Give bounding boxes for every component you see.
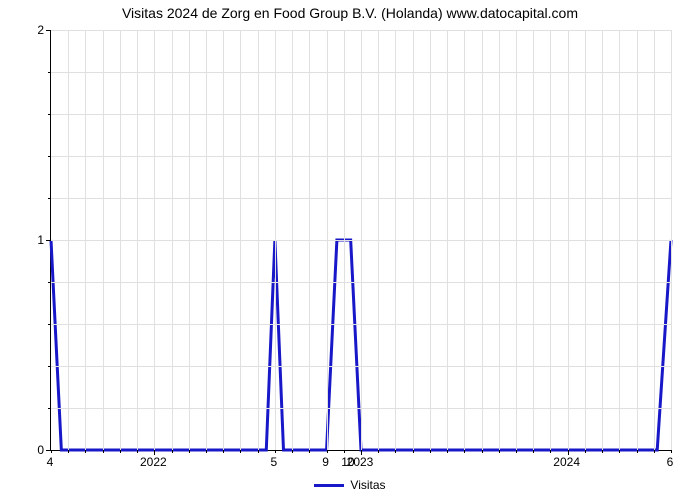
- gridline-v: [378, 30, 379, 450]
- x-minor-tick: [550, 450, 551, 453]
- x-minor-tick: [68, 450, 69, 453]
- gridline-v: [533, 30, 534, 450]
- x-minor-tick: [499, 450, 500, 453]
- gridline-v: [447, 30, 448, 450]
- x-minor-tick: [619, 450, 620, 453]
- gridline-v: [275, 30, 276, 450]
- gridline-v: [103, 30, 104, 450]
- x-minor-tick: [344, 450, 345, 453]
- x-minor-tick: [240, 450, 241, 453]
- gridline-v: [292, 30, 293, 450]
- y-tick-label: 1: [24, 233, 44, 247]
- plot-area: [50, 30, 671, 451]
- gridline-v: [172, 30, 173, 450]
- legend-swatch: [314, 484, 344, 487]
- x-minor-tick: [430, 450, 431, 453]
- y-minor-tick: [48, 72, 51, 73]
- y-tick-label: 0: [24, 443, 44, 457]
- gridline-v: [654, 30, 655, 450]
- gridline-v: [137, 30, 138, 450]
- x-minor-tick: [223, 450, 224, 453]
- gridline-v: [516, 30, 517, 450]
- x-year-label: 2024: [553, 455, 580, 469]
- x-minor-tick: [447, 450, 448, 453]
- y-minor-tick: [48, 408, 51, 409]
- x-minor-tick: [51, 450, 52, 453]
- x-minor-tick: [413, 450, 414, 453]
- gridline-v: [327, 30, 328, 450]
- gridline-v: [499, 30, 500, 450]
- x-year-label: 2022: [140, 455, 167, 469]
- gridline-v: [550, 30, 551, 450]
- gridline-v: [240, 30, 241, 450]
- gridline-v: [309, 30, 310, 450]
- gridline-v: [206, 30, 207, 450]
- gridline-v: [189, 30, 190, 450]
- x-minor-tick: [395, 450, 396, 453]
- y-tick-label: 2: [24, 23, 44, 37]
- y-minor-tick: [48, 114, 51, 115]
- x-minor-tick: [602, 450, 603, 453]
- gridline-v: [85, 30, 86, 450]
- gridline-v: [120, 30, 121, 450]
- gridline-v: [68, 30, 69, 450]
- x-minor-tick: [464, 450, 465, 453]
- gridline-v: [568, 30, 569, 450]
- x-minor-tick: [585, 450, 586, 453]
- gridline-v: [464, 30, 465, 450]
- y-minor-tick: [48, 282, 51, 283]
- x-minor-tick: [275, 450, 276, 453]
- x-minor-tick: [671, 450, 672, 453]
- gridline-v: [258, 30, 259, 450]
- gridline-v: [413, 30, 414, 450]
- gridline-v: [154, 30, 155, 450]
- x-minor-tick: [206, 450, 207, 453]
- x-month-label: 10: [341, 455, 354, 469]
- y-tick: [46, 30, 51, 31]
- chart-title: Visitas 2024 de Zorg en Food Group B.V. …: [0, 5, 700, 21]
- x-month-label: 6: [667, 455, 674, 469]
- x-minor-tick: [189, 450, 190, 453]
- x-minor-tick: [120, 450, 121, 453]
- gridline-v: [585, 30, 586, 450]
- x-minor-tick: [258, 450, 259, 453]
- x-month-label: 9: [322, 455, 329, 469]
- gridline-v: [395, 30, 396, 450]
- x-month-label: 4: [47, 455, 54, 469]
- gridline-v: [482, 30, 483, 450]
- x-minor-tick: [654, 450, 655, 453]
- y-minor-tick: [48, 324, 51, 325]
- gridline-v: [344, 30, 345, 450]
- x-minor-tick: [137, 450, 138, 453]
- chart-container: Visitas 2024 de Zorg en Food Group B.V. …: [0, 0, 700, 500]
- y-minor-tick: [48, 198, 51, 199]
- x-minor-tick: [482, 450, 483, 453]
- gridline-v: [361, 30, 362, 450]
- y-tick: [46, 240, 51, 241]
- gridline-v: [619, 30, 620, 450]
- x-month-label: 5: [271, 455, 278, 469]
- x-minor-tick: [172, 450, 173, 453]
- x-minor-tick: [327, 450, 328, 453]
- x-minor-tick: [516, 450, 517, 453]
- gridline-v: [602, 30, 603, 450]
- x-minor-tick: [637, 450, 638, 453]
- gridline-v: [671, 30, 672, 450]
- x-minor-tick: [85, 450, 86, 453]
- y-minor-tick: [48, 366, 51, 367]
- x-minor-tick: [292, 450, 293, 453]
- x-minor-tick: [533, 450, 534, 453]
- x-minor-tick: [309, 450, 310, 453]
- gridline-v: [223, 30, 224, 450]
- gridline-v: [430, 30, 431, 450]
- x-minor-tick: [378, 450, 379, 453]
- y-minor-tick: [48, 156, 51, 157]
- gridline-v: [637, 30, 638, 450]
- legend-label: Visitas: [350, 478, 385, 492]
- x-minor-tick: [103, 450, 104, 453]
- legend: Visitas: [0, 478, 700, 492]
